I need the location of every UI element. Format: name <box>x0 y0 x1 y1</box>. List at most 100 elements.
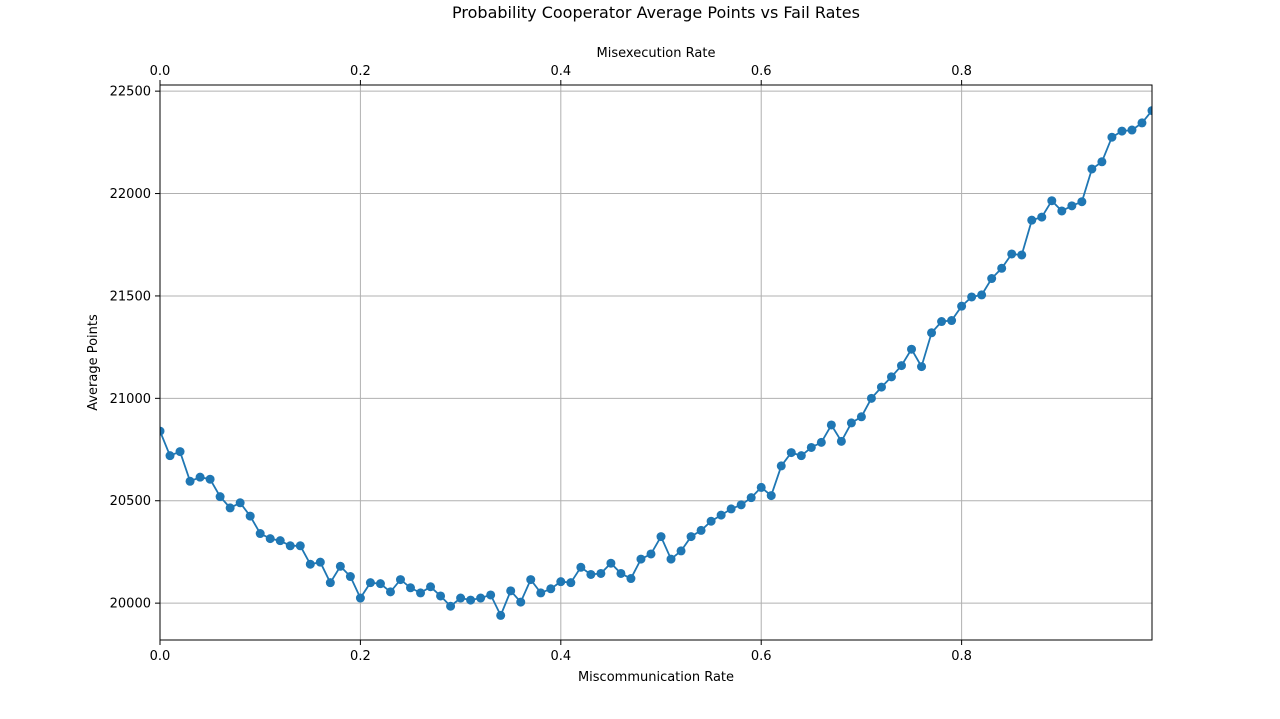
axis-ticks: 0.0 0.0 0.2 0.2 0.4 0.4 0.6 0.6 0.8 0.8 20000 20500… <box>110 64 972 664</box>
data-point <box>395 575 405 585</box>
top-x-tick-label: 0.4 <box>550 64 571 79</box>
data-point <box>796 451 806 461</box>
y-axis-label: Average Points <box>86 314 101 411</box>
x-tick-label: 0.8 <box>951 649 972 664</box>
data-point <box>576 562 586 572</box>
data-point <box>466 595 476 605</box>
data-point <box>646 549 656 559</box>
series-group <box>160 106 1152 620</box>
data-point <box>836 436 846 446</box>
data-point <box>496 610 506 620</box>
data-point <box>1037 212 1047 222</box>
data-point <box>1107 132 1117 142</box>
data-point <box>1137 118 1147 128</box>
y-tick-label: 20000 <box>110 597 151 612</box>
data-point <box>606 558 616 568</box>
data-point <box>726 504 736 514</box>
data-point <box>907 344 917 354</box>
data-series <box>160 106 1152 620</box>
x-tick-label: 0.0 <box>150 649 171 664</box>
data-point <box>927 328 937 338</box>
data-point <box>987 274 997 284</box>
data-point <box>1087 164 1097 174</box>
data-point <box>937 317 947 327</box>
y-tick-label: 22000 <box>110 187 151 202</box>
data-point <box>1017 250 1027 260</box>
data-point <box>716 510 726 520</box>
data-point <box>456 593 466 603</box>
data-point <box>736 500 746 510</box>
data-point <box>636 554 646 564</box>
data-point <box>185 476 195 486</box>
data-point <box>165 451 175 461</box>
data-point <box>917 362 927 372</box>
data-point <box>886 372 896 382</box>
data-point <box>826 420 836 430</box>
top-x-tick-label: 0.8 <box>951 64 972 79</box>
data-point <box>806 442 816 452</box>
data-point <box>375 579 385 589</box>
data-point <box>1127 125 1137 135</box>
data-point <box>967 292 977 302</box>
data-point <box>335 561 345 571</box>
data-point <box>1147 106 1152 116</box>
data-point <box>896 361 906 371</box>
data-point <box>756 482 766 492</box>
data-point <box>766 491 776 501</box>
data-point <box>1027 215 1037 225</box>
data-point <box>776 461 786 471</box>
data-point <box>255 529 265 539</box>
data-point <box>476 593 486 603</box>
top-x-tick-label: 0.6 <box>751 64 772 79</box>
data-point <box>416 588 426 598</box>
data-point <box>977 290 987 300</box>
data-point <box>1097 157 1107 167</box>
top-x-axis-label: Misexecution Rate <box>597 46 716 61</box>
data-point <box>1067 201 1077 211</box>
data-point <box>746 493 756 503</box>
data-point <box>997 263 1007 273</box>
x-tick-label: 0.6 <box>751 649 772 664</box>
data-point <box>305 559 315 569</box>
data-point <box>856 412 866 422</box>
data-point <box>696 525 706 535</box>
data-point <box>175 447 185 457</box>
data-point <box>596 568 606 578</box>
data-point <box>355 593 365 603</box>
grid-lines <box>159 85 1152 640</box>
y-tick-label: 21000 <box>110 392 151 407</box>
data-point <box>195 472 205 482</box>
data-point <box>947 316 957 326</box>
data-point <box>225 503 235 513</box>
data-point <box>816 437 826 447</box>
data-point <box>160 426 165 436</box>
data-point <box>786 448 796 458</box>
y-tick-label: 21500 <box>110 289 151 304</box>
data-point <box>365 578 375 588</box>
data-point <box>516 597 526 607</box>
data-point <box>706 516 716 526</box>
data-point <box>446 601 456 611</box>
data-point <box>616 568 626 578</box>
data-point <box>626 574 636 584</box>
data-point <box>1077 197 1087 207</box>
data-point <box>876 382 886 392</box>
data-point <box>205 474 215 484</box>
data-point <box>315 557 325 567</box>
top-x-tick-label: 0.0 <box>150 64 171 79</box>
data-point <box>215 492 225 502</box>
data-point <box>686 532 696 542</box>
data-point <box>486 590 496 600</box>
y-tick-label: 22500 <box>110 85 151 100</box>
data-point <box>566 578 576 588</box>
data-point <box>325 578 335 588</box>
data-point <box>385 587 395 597</box>
data-point <box>436 591 446 601</box>
data-point <box>656 532 666 542</box>
data-point <box>1057 206 1067 216</box>
data-point <box>285 541 295 551</box>
data-point <box>546 584 556 594</box>
x-axis-label: Miscommunication Rate <box>578 670 734 685</box>
